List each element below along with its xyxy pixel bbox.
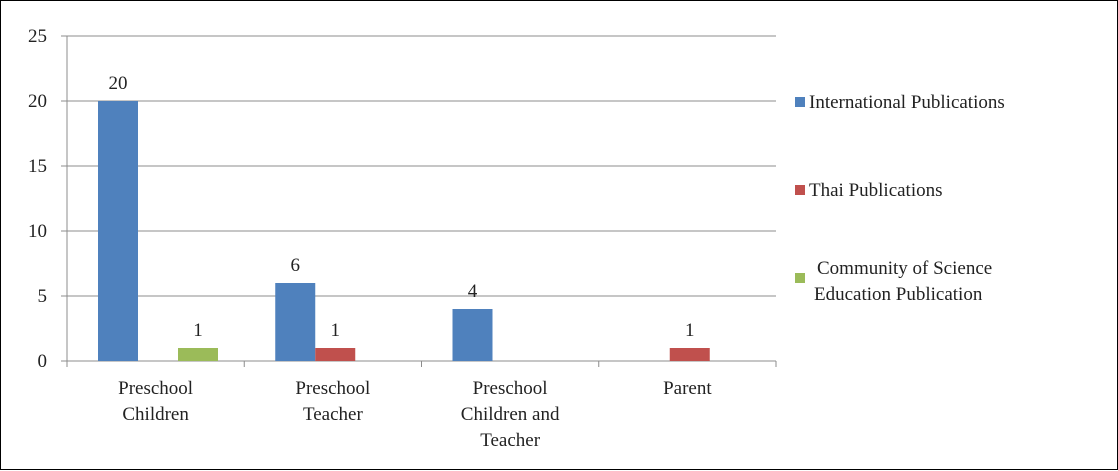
data-label: 1 (331, 320, 341, 341)
y-tick-label: 0 (38, 351, 48, 372)
legend-label: Community of Science Education Publicatio… (814, 258, 992, 305)
bar (98, 101, 138, 361)
y-tick-label: 25 (28, 26, 47, 47)
x-category-label: Parent (663, 378, 712, 399)
data-label: 1 (193, 320, 203, 341)
bar (178, 348, 218, 361)
legend: International Publications Thai Publicati… (795, 92, 1005, 305)
bar (275, 283, 316, 361)
y-tick-label: 10 (28, 221, 47, 242)
data-labels: 20 1 6 1 4 1 (109, 73, 695, 341)
data-label: 4 (468, 281, 478, 302)
legend-label: Thai Publications (809, 180, 943, 201)
axes: 0 5 10 15 20 25 Preschool Children Preschool Teac… (28, 26, 777, 451)
y-tick-label: 20 (28, 91, 47, 112)
data-label: 20 (109, 73, 128, 94)
legend-swatch (795, 185, 805, 195)
bar (669, 348, 710, 361)
x-category-label: Preschool Children (118, 378, 193, 425)
legend-swatch (795, 97, 805, 107)
data-label: 6 (291, 255, 301, 276)
x-category-label: Preschool Children and Teacher (461, 378, 560, 451)
gridlines (67, 35, 776, 297)
legend-swatch (795, 273, 805, 283)
x-category-label: Preschool Teacher (295, 378, 370, 425)
bar (315, 348, 356, 361)
bars (98, 101, 710, 361)
data-label: 1 (685, 320, 695, 341)
legend-label: International Publications (809, 92, 1005, 113)
bar (452, 309, 493, 361)
y-tick-label: 15 (28, 156, 47, 177)
y-tick-label: 5 (38, 286, 48, 307)
